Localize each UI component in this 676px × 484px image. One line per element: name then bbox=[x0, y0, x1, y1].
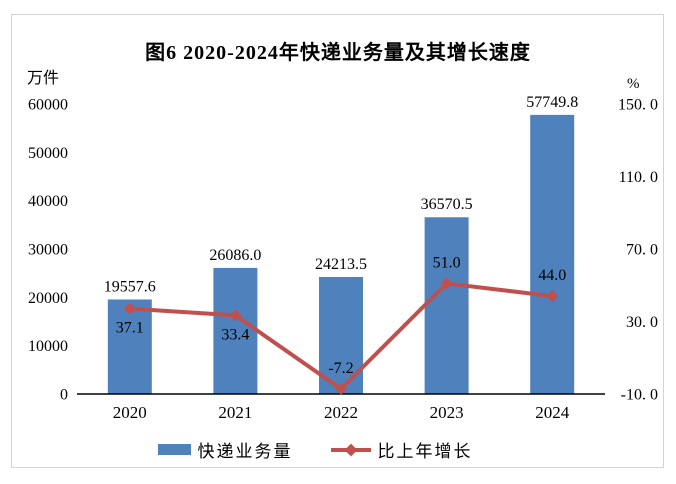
category-label: 2020 bbox=[113, 403, 147, 422]
bar-2023 bbox=[424, 217, 469, 394]
line-marker bbox=[229, 309, 242, 322]
left-axis-unit-label: 万件 bbox=[27, 70, 60, 87]
legend-bar-swatch-icon bbox=[157, 444, 191, 455]
bar-2020 bbox=[107, 299, 152, 394]
line-value-label: 33.4 bbox=[221, 326, 249, 343]
line-value-label: 44.0 bbox=[538, 267, 566, 284]
legend-item-line: 比上年增长 bbox=[330, 437, 473, 462]
left-axis-tick-label: 10000 bbox=[28, 338, 68, 355]
left-axis-tick-label: 20000 bbox=[28, 290, 68, 307]
right-axis-tick-label: 70. 0 bbox=[626, 242, 658, 259]
right-axis-unit-label: % bbox=[627, 76, 640, 92]
line-value-label: -7.2 bbox=[328, 360, 353, 377]
bar-value-label: 24213.5 bbox=[315, 256, 367, 273]
left-axis-tick-label: 30000 bbox=[28, 242, 68, 259]
left-axis-tick-label: 40000 bbox=[28, 193, 68, 210]
legend: 快递业务量 比上年增长 bbox=[0, 437, 653, 462]
chart-title: 图6 2020-2024年快递业务量及其增长速度 bbox=[145, 42, 531, 64]
line-value-label: 51.0 bbox=[433, 254, 461, 271]
right-axis-tick-label: 30. 0 bbox=[626, 314, 658, 331]
right-axis-tick-label: 150. 0 bbox=[618, 97, 658, 114]
line-marker bbox=[546, 290, 559, 303]
right-axis-tick-label: 110. 0 bbox=[619, 169, 658, 186]
line-marker bbox=[335, 382, 347, 395]
legend-line-swatch-icon bbox=[330, 443, 371, 456]
bar-value-label: 19557.6 bbox=[104, 278, 156, 295]
left-axis-tick-label: 50000 bbox=[28, 145, 68, 162]
bar-value-label: 36570.5 bbox=[421, 196, 473, 213]
category-label: 2022 bbox=[324, 403, 358, 422]
line-marker bbox=[123, 302, 136, 315]
legend-line-label: 比上年增长 bbox=[377, 442, 473, 461]
left-axis-tick-label: 0 bbox=[60, 387, 68, 404]
category-label: 2024 bbox=[535, 403, 570, 422]
legend-bar-label: 快递业务量 bbox=[197, 442, 293, 461]
bar-value-label: 26086.0 bbox=[209, 247, 261, 264]
bar-2024 bbox=[530, 114, 575, 394]
bar-value-label: 57749.8 bbox=[526, 94, 578, 111]
category-label: 2023 bbox=[430, 403, 464, 422]
category-label: 2021 bbox=[218, 403, 252, 422]
line-marker bbox=[440, 277, 453, 290]
left-axis-tick-label: 60000 bbox=[28, 97, 68, 114]
legend-diamond-marker-icon bbox=[344, 443, 357, 456]
line-value-label: 37.1 bbox=[116, 320, 144, 337]
right-axis-tick-label: -10. 0 bbox=[621, 387, 658, 404]
legend-item-bar: 快递业务量 bbox=[157, 437, 293, 462]
bar-2021 bbox=[213, 267, 258, 394]
